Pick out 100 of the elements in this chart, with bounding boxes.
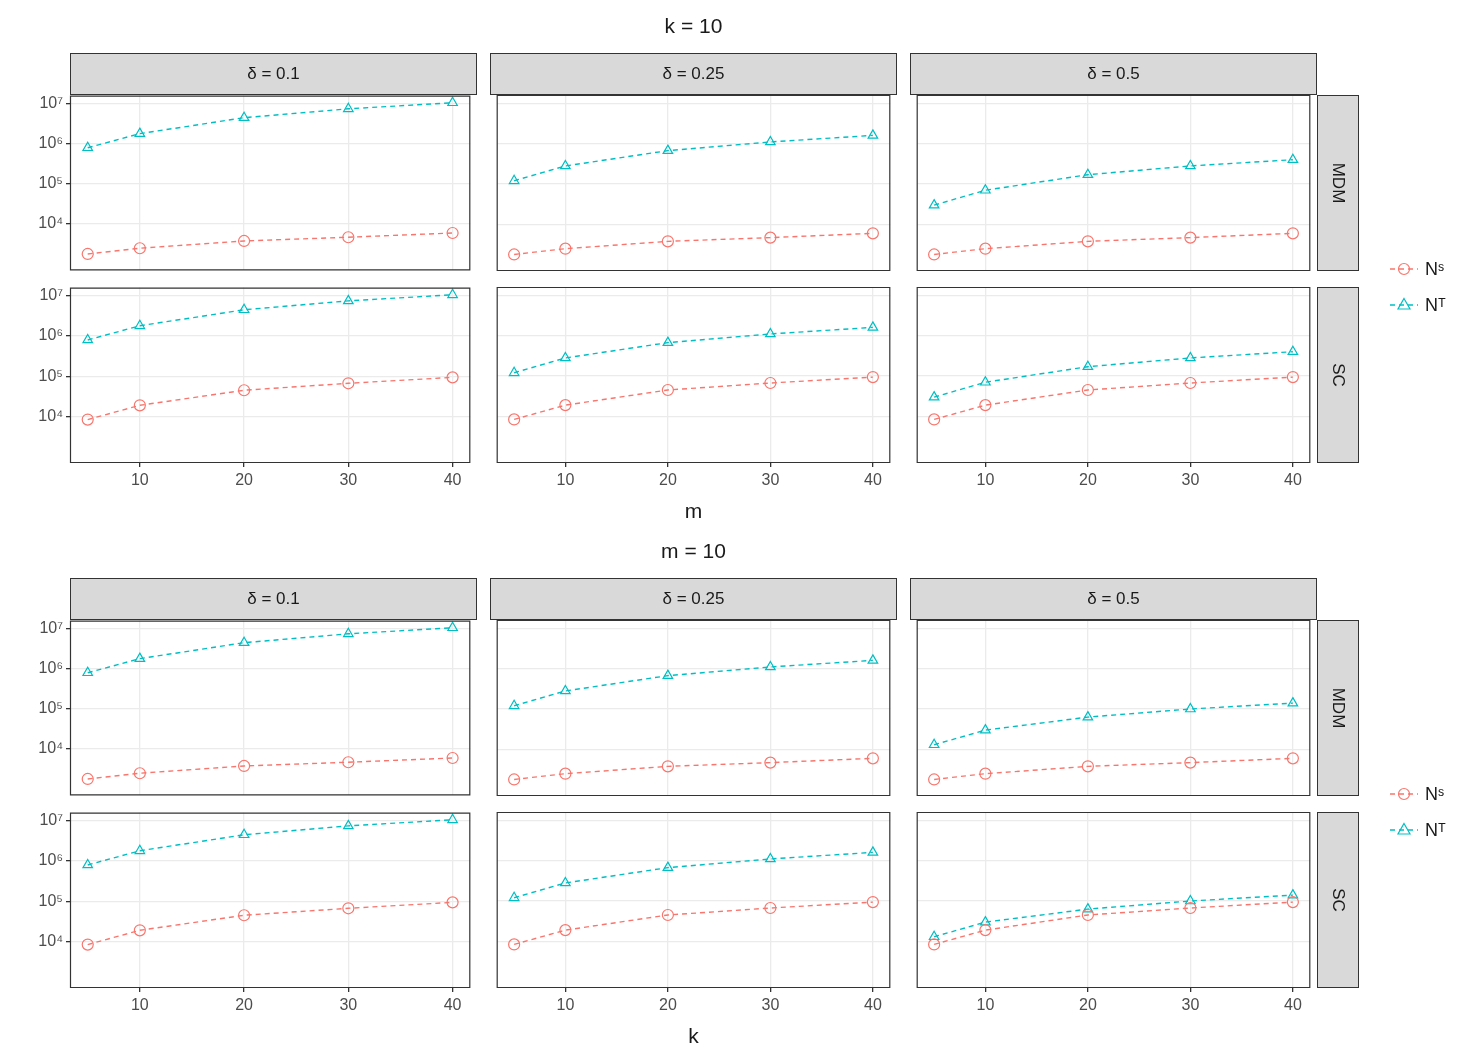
point (928, 248, 941, 261)
point (980, 376, 991, 386)
point (134, 319, 146, 330)
y-tick-label: 10⁴ (38, 931, 64, 949)
x-tick-label: 30 (761, 996, 780, 1014)
point (446, 896, 459, 909)
point (82, 858, 94, 869)
point (1081, 235, 1094, 248)
point (508, 413, 521, 426)
point (866, 227, 879, 240)
point (560, 876, 571, 887)
legend-label: Nᵀ (1425, 294, 1446, 316)
point (928, 738, 940, 749)
point (1082, 711, 1094, 721)
point (560, 159, 571, 170)
point (342, 902, 355, 915)
x-tick-label: 40 (443, 471, 462, 489)
legend-label: Nᵀ (1425, 819, 1446, 841)
point (928, 773, 941, 786)
y2-axis-title: SC (1328, 363, 1348, 387)
point (508, 773, 521, 786)
point (1287, 696, 1299, 707)
point (508, 699, 520, 710)
point (446, 371, 459, 384)
point (928, 199, 940, 209)
point (133, 242, 146, 255)
point (1185, 351, 1196, 362)
point (661, 908, 674, 922)
x-tick-label: 10 (976, 471, 995, 489)
point (979, 242, 992, 255)
point (979, 767, 992, 780)
point (867, 654, 879, 664)
point (866, 752, 879, 765)
x-tick-label: 20 (1078, 996, 1097, 1014)
point (1185, 159, 1196, 170)
text: k = 10 (663, 14, 724, 38)
y-tick-label: 10⁵ (38, 891, 63, 909)
point (1286, 752, 1299, 765)
point (508, 366, 520, 377)
point (866, 895, 879, 909)
point (560, 351, 571, 362)
point (559, 924, 572, 937)
y-tick-label: 10⁶ (38, 134, 63, 152)
x-tick-label: 20 (1078, 471, 1097, 489)
x-tick-label: 40 (1283, 471, 1302, 489)
point (764, 376, 777, 390)
point (133, 767, 146, 780)
x-tick-label: 40 (443, 996, 462, 1014)
point (237, 234, 251, 248)
point (1082, 360, 1094, 371)
x-axis-title: k (687, 1024, 700, 1048)
y-tick-label: 10⁶ (38, 659, 63, 677)
x-tick-label: 40 (863, 471, 882, 489)
y2-axis-title: SC (1328, 888, 1348, 912)
point (867, 321, 879, 331)
text: m = 10 (660, 539, 727, 563)
y-tick-label: 10⁴ (38, 214, 64, 232)
point (447, 96, 458, 107)
point (1184, 901, 1197, 915)
x-tick-label: 30 (339, 471, 358, 489)
x-tick-label: 30 (339, 996, 358, 1014)
point (928, 413, 941, 426)
point (81, 938, 94, 951)
chart-title: δ = 0.5 (910, 578, 1317, 620)
point (867, 129, 879, 139)
y-tick-label: 10⁶ (38, 326, 63, 344)
point (1184, 756, 1197, 769)
point (342, 377, 355, 390)
point (928, 938, 941, 951)
point (980, 184, 991, 194)
y-tick-label: 10⁵ (38, 366, 63, 384)
y-tick-label: 10⁷ (39, 286, 64, 304)
point (237, 909, 251, 922)
point (661, 383, 674, 397)
point (447, 288, 458, 299)
y-tick-label: 10⁷ (39, 94, 64, 112)
point (866, 370, 879, 384)
point (559, 767, 572, 780)
x-tick-label: 20 (658, 471, 677, 489)
point (81, 413, 94, 426)
x-tick-label: 40 (863, 996, 882, 1014)
y2-axis-title: MDM (1328, 162, 1349, 204)
point (662, 336, 674, 346)
legend-label: Nˢ (1425, 258, 1445, 280)
point (508, 174, 520, 185)
point (980, 724, 991, 734)
chart-title: δ = 0.25 (490, 578, 897, 620)
x-tick-label: 10 (976, 996, 995, 1014)
point (765, 135, 776, 146)
point (446, 226, 459, 240)
point (342, 294, 354, 305)
point (765, 327, 776, 338)
y-tick-label: 10⁵ (38, 174, 63, 192)
point (238, 636, 250, 647)
x-tick-label: 20 (658, 996, 677, 1014)
point (508, 891, 520, 902)
point (662, 669, 674, 679)
point (867, 846, 879, 856)
x-tick-label: 20 (235, 471, 254, 489)
point (237, 759, 251, 773)
